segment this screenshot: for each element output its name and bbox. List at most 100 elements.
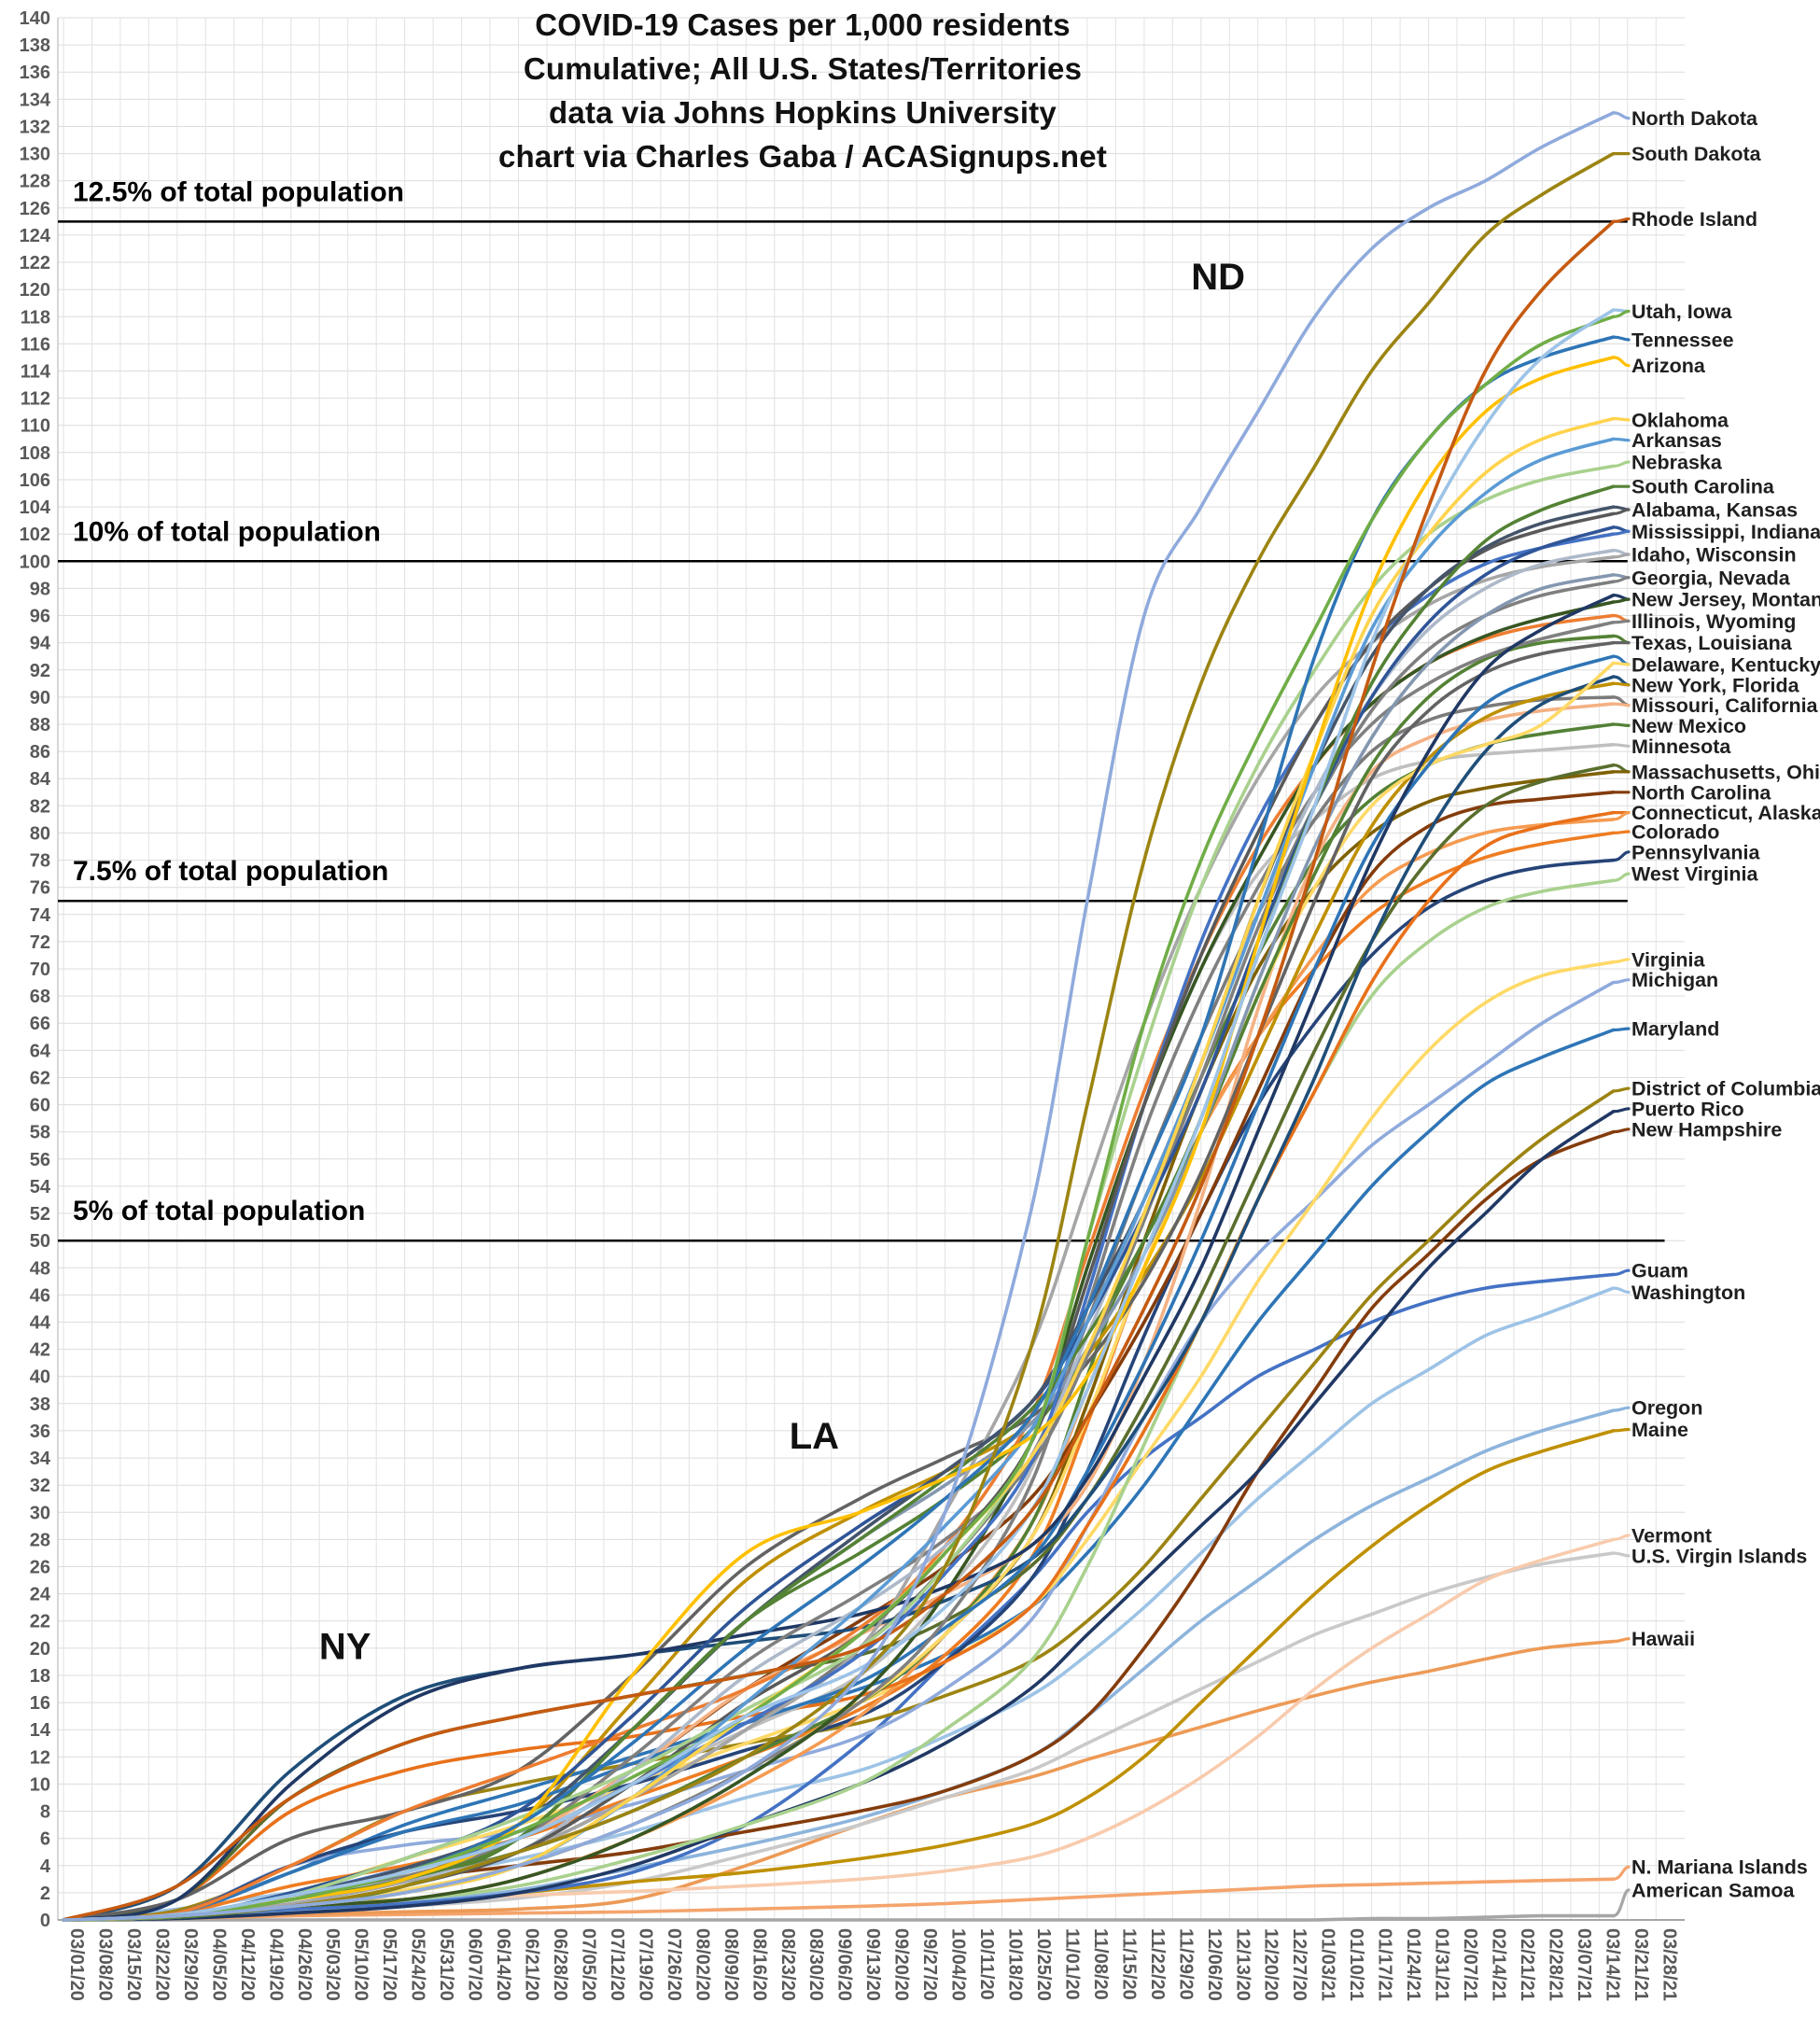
x-tick-label: 03/28/21 [1659,1928,1679,2001]
y-tick-label: 98 [30,579,50,599]
leader-KY [1612,661,1631,666]
state-label: Guam [1631,1260,1688,1282]
x-tick-label: 08/23/20 [777,1928,798,2001]
leader-ME [1612,1427,1631,1433]
chart-title-line-2: Cumulative; All U.S. States/Territories [523,50,1083,86]
x-tick-label: 09/27/20 [919,1928,940,2001]
state-label: West Virginia [1631,863,1758,886]
y-tick-label: 124 [20,226,51,246]
y-tick-label: 6 [40,1829,50,1850]
y-tick-label: 44 [30,1313,51,1334]
state-label: South Dakota [1631,143,1762,165]
x-tick-label: 01/24/21 [1403,1928,1423,2001]
series-line-TN [62,335,1616,1922]
y-tick-label: 20 [30,1639,50,1660]
y-tick-label: 78 [30,851,50,872]
x-tick-label: 03/14/21 [1602,1928,1622,2001]
leader-PR [1612,1107,1631,1114]
y-tick-label: 76 [30,878,50,899]
y-tick-label: 114 [21,362,51,383]
leader-WA [1612,1286,1631,1295]
leader-DC [1612,1086,1631,1093]
x-tick-label: 07/19/20 [635,1928,655,2001]
series-line-NY [62,675,1616,1922]
state-label: Tennessee [1631,329,1734,352]
x-tick-label: 12/13/20 [1232,1928,1253,2001]
y-tick-label: 72 [30,932,50,953]
state-label: New York, Florida [1631,674,1800,696]
y-tick-label: 132 [20,118,50,138]
x-tick-label: 04/19/20 [265,1928,286,2001]
x-tick-label: 11/15/20 [1118,1928,1139,2000]
y-tick-label: 134 [20,90,51,110]
chart-title-line-1: COVID-19 Cases per 1,000 residents [535,7,1071,42]
annotation-NY: NY [319,1627,371,1668]
leader-FL [1612,681,1631,687]
x-tick-label: 06/14/20 [493,1928,513,2001]
leader-MN [1612,743,1631,748]
leader-AR [1612,437,1631,442]
state-label: Puerto Rico [1631,1098,1744,1120]
x-tick-label: 07/26/20 [664,1928,684,2001]
x-tick-label: 03/22/20 [151,1928,172,2001]
y-tick-label: 116 [21,334,50,355]
state-label: Washington [1631,1282,1745,1304]
state-label: Mississippi, Indiana [1631,521,1820,543]
y-tick-label: 122 [20,253,50,273]
state-label: Maryland [1631,1018,1719,1041]
leader-MD [1612,1027,1631,1032]
series-line-PR [62,1110,1616,1922]
state-label: North Carolina [1631,781,1771,804]
x-tick-label: 08/02/20 [692,1928,712,2001]
y-tick-label: 26 [30,1558,50,1578]
chart-title: COVID-19 Cases per 1,000 residents Cumul… [280,4,1325,178]
x-tick-label: 11/01/20 [1062,1928,1083,2000]
series-line-NJ [62,593,1616,1922]
state-label: N. Mariana Islands [1631,1856,1808,1879]
state-label: Oklahoma [1631,409,1729,431]
state-label: District of Columbia [1631,1078,1820,1100]
y-tick-label: 46 [30,1285,50,1306]
y-tick-label: 16 [30,1693,50,1714]
y-tick-label: 2 [40,1884,50,1904]
x-tick-label: 01/03/21 [1318,1928,1338,2001]
leader-VT [1612,1534,1631,1541]
series-line-KY [62,661,1616,1922]
reference-label-100: 10% of total population [73,516,381,547]
label-leaders [1612,111,1631,1918]
x-tick-label: 03/29/20 [180,1928,201,2001]
x-tick-label: 07/05/20 [579,1928,599,2001]
x-tick-label: 10/11/20 [976,1928,997,2000]
state-label: Arizona [1631,355,1706,377]
series-line-NC [62,791,1616,1922]
series-line-WV [62,878,1616,1922]
state-label: New Jersey, Montana [1631,589,1820,611]
state-label: Oregon [1631,1397,1702,1420]
x-tick-label: 03/01/20 [66,1928,87,2001]
y-tick-label: 38 [30,1394,50,1415]
state-label: U.S. Virgin Islands [1631,1545,1807,1567]
y-tick-label: 14 [30,1720,51,1741]
y-tick-label: 112 [21,389,50,410]
x-tick-label: 05/10/20 [351,1928,371,2001]
y-tick-label: 106 [20,470,50,491]
series-line-ND [62,111,1616,1922]
chart-title-line-4: chart via Charles Gaba / ACASignups.net [497,138,1108,174]
leader-WI [1612,553,1631,559]
y-tick-label: 128 [20,172,50,192]
leader-AZ [1612,356,1631,368]
y-tick-label: 28 [30,1530,50,1550]
leader-CA [1612,702,1631,707]
x-tick-label: 05/24/20 [408,1928,428,2001]
y-tick-label: 100 [20,552,50,572]
reference-label-50: 5% of total population [73,1196,365,1226]
y-tick-label: 52 [30,1204,50,1225]
leader-TN [1612,335,1631,342]
y-tick-label: 70 [30,959,50,980]
x-axis-ticks: 03/01/20 03/08/20 03/15/20 03/22/20 03/29/20… [66,1928,1679,2001]
x-tick-label: 09/20/20 [891,1928,912,2001]
x-tick-label: 12/20/20 [1261,1928,1281,2001]
series-lines [62,111,1616,1922]
leader-NV [1612,576,1631,583]
